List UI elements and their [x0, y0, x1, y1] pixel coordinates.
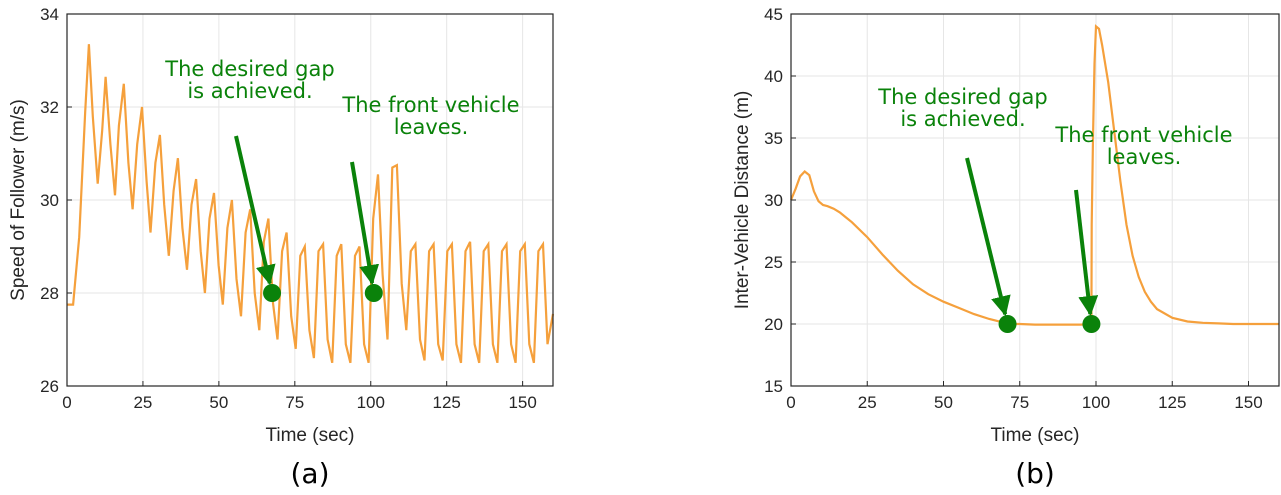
y-tick-label: 28 — [40, 284, 59, 303]
annotation-marker — [1082, 315, 1101, 333]
series-line — [789, 24, 1279, 326]
y-tick-label: 25 — [764, 253, 783, 272]
series-line — [67, 44, 555, 364]
annotation-text: leaves. — [394, 115, 469, 139]
panel-b-grid — [790, 13, 1279, 387]
annotation-text: leaves. — [1107, 145, 1182, 169]
x-tick-label: 150 — [1234, 393, 1262, 412]
annotation-marker — [263, 284, 282, 302]
panel-a-x-axis-label: Time (sec) — [265, 425, 354, 446]
y-tick-label: 15 — [764, 377, 783, 396]
annotation-marker — [364, 284, 383, 302]
annotation-text: The front vehicle — [1054, 123, 1232, 147]
y-tick-label: 45 — [764, 5, 783, 24]
annotation-marker — [998, 315, 1017, 333]
x-tick-label: 0 — [62, 393, 71, 412]
y-tick-label: 34 — [40, 5, 59, 24]
y-tick-label: 40 — [764, 67, 783, 86]
x-tick-label: 50 — [934, 393, 953, 412]
panel-a-ticks: 0 25 50 75 100 125 150 26 28 30 32 34 — [40, 5, 537, 412]
annotation-text: The desired gap — [164, 57, 334, 81]
annotation-arrow — [965, 157, 1011, 317]
annotation-text: is achieved. — [900, 107, 1025, 131]
panel-b-ticks: 0 25 50 75 100 125 150 15 20 25 30 35 40 45 — [764, 5, 1263, 412]
annotation-arrow — [234, 135, 276, 286]
panel-a-series — [67, 44, 555, 364]
x-tick-label: 100 — [357, 393, 385, 412]
panel-b-x-axis-label: Time (sec) — [990, 425, 1079, 446]
panel-a-y-axis-label: Speed of Follower (m/s) — [8, 99, 29, 301]
x-tick-label: 125 — [1158, 393, 1186, 412]
annotation-text: The front vehicle — [341, 93, 519, 117]
x-tick-label: 75 — [1010, 393, 1029, 412]
panel-a: 0 25 50 75 100 125 150 26 28 30 32 34 Time (sec) Sp… — [8, 5, 555, 490]
annotation-text: The desired gap — [877, 85, 1047, 109]
y-tick-label: 20 — [764, 315, 783, 334]
annotation-arrow — [1074, 189, 1099, 317]
panel-b-caption: (b) — [1015, 457, 1055, 490]
x-tick-label: 25 — [133, 393, 152, 412]
annotation-text: is achieved. — [187, 79, 312, 103]
y-tick-label: 26 — [40, 377, 59, 396]
y-tick-label: 35 — [764, 129, 783, 148]
panel-a-caption: (a) — [290, 457, 329, 490]
x-tick-label: 0 — [786, 393, 795, 412]
x-tick-label: 75 — [285, 393, 304, 412]
x-tick-label: 50 — [209, 393, 228, 412]
x-tick-label: 25 — [858, 393, 877, 412]
x-tick-label: 125 — [433, 393, 461, 412]
y-tick-label: 32 — [40, 98, 59, 117]
x-tick-label: 100 — [1082, 393, 1110, 412]
panel-b-series — [789, 24, 1279, 326]
panel-b: 0 25 50 75 100 125 150 15 20 25 30 35 40 45 Time (sec… — [732, 5, 1280, 490]
x-tick-label: 150 — [508, 393, 536, 412]
panel-b-y-axis-label: Inter-Vehicle Distance (m) — [732, 91, 753, 310]
y-tick-label: 30 — [764, 191, 783, 210]
y-tick-label: 30 — [40, 191, 59, 210]
annotation-arrow — [350, 161, 380, 286]
